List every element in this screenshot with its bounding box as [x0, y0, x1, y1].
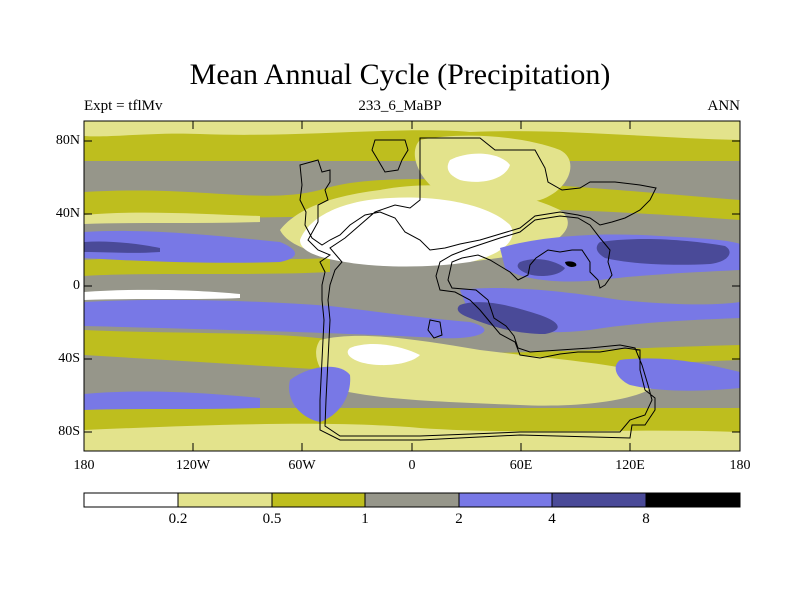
field-white-south [347, 344, 420, 366]
field-darkblue-indian [457, 302, 558, 334]
map-title: Mean Annual Cycle (Precipitation) [189, 58, 611, 91]
colorbar-label: 2 [455, 511, 463, 527]
lon-label: 120W [175, 458, 211, 473]
axis-ticks [83, 121, 741, 451]
field-light-south [84, 423, 740, 451]
field-olive-eq [84, 258, 330, 276]
lon-label: 60E [509, 458, 533, 473]
field-blue-south-america [289, 366, 351, 422]
field-white-desert [300, 197, 513, 267]
field-darkblue-west [84, 241, 160, 253]
colorbar-segment-2 [177, 492, 273, 508]
field-blue-south-ocean [84, 391, 260, 410]
colorbar-label: 0.2 [168, 511, 188, 527]
experiment-label: Expt = tflMv [84, 98, 163, 114]
lon-label: 120E [615, 458, 645, 473]
field-light-north [84, 121, 740, 140]
colorbar-label: 8 [642, 511, 650, 527]
lat-label: 40S [58, 351, 80, 366]
lon-label: 0 [408, 458, 416, 473]
field-blue-west-north [84, 230, 295, 263]
field-darkblue-india [517, 259, 565, 276]
lat-label: 80N [55, 133, 80, 148]
lon-label: 180 [729, 458, 751, 473]
colorbar [83, 492, 741, 508]
colorbar-segment-5 [458, 492, 553, 508]
season-label: ANN [707, 98, 741, 114]
colorbar-label: 1 [361, 511, 369, 527]
colorbar-label: 0.5 [262, 511, 282, 527]
field-darkblue-pacific [596, 239, 730, 265]
run-label: 233_6_MaBP [358, 98, 442, 114]
field-white-asia [447, 153, 510, 182]
field-black-core [565, 261, 577, 267]
continent-outlines [299, 137, 657, 441]
colorbar-segment-7 [645, 492, 741, 508]
colorbar-segment-6 [551, 492, 647, 508]
field-blue-west-south [84, 299, 485, 339]
lat-label: 40N [55, 206, 80, 221]
lon-label: 180 [73, 458, 95, 473]
colorbar-segment-4 [364, 492, 460, 508]
precipitation-field [84, 121, 740, 451]
lon-label: 60W [288, 458, 316, 473]
field-light-band [84, 212, 260, 224]
colorbar-label: 4 [548, 511, 556, 527]
colorbar-segment-1 [83, 492, 179, 508]
lat-label: 0 [73, 278, 80, 293]
field-white-eq [84, 289, 240, 300]
lat-label: 80S [58, 424, 80, 439]
colorbar-segment-3 [271, 492, 366, 508]
